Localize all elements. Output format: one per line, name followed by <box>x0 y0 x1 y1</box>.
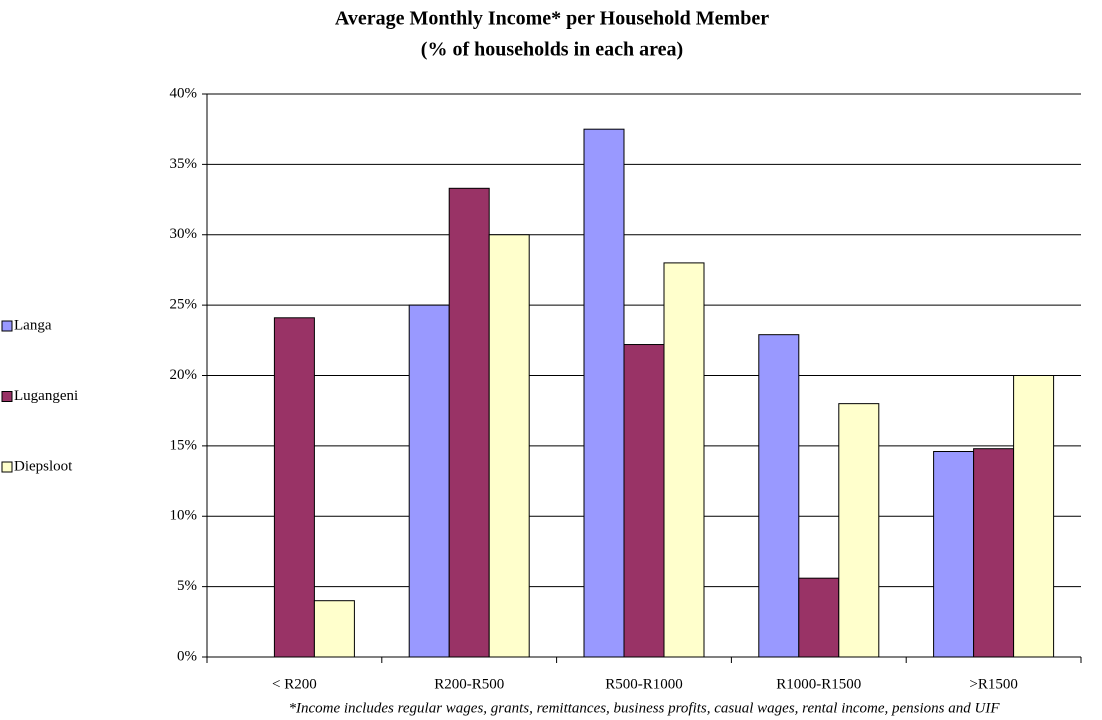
legend-label: Langa <box>14 317 52 333</box>
bar <box>408 304 450 658</box>
chart-title: Average Monthly Income* per Household Me… <box>335 8 769 30</box>
bar <box>313 600 355 658</box>
y-tick-label: 0% <box>177 648 197 664</box>
legend-swatch <box>1 391 13 402</box>
x-tick-label: >R1500 <box>969 676 1017 692</box>
bar <box>933 451 975 658</box>
footnote: *Income includes regular wages, grants, … <box>288 700 1000 716</box>
bar <box>583 128 625 658</box>
y-tick-label: 35% <box>170 156 198 172</box>
x-tick-label: < R200 <box>272 676 317 692</box>
bar <box>663 262 705 658</box>
y-tick-label: 40% <box>170 85 198 101</box>
y-tick-label: 15% <box>170 437 198 453</box>
bar <box>488 234 530 658</box>
x-tick-label: R1000-R1500 <box>776 676 861 692</box>
bar <box>838 403 880 658</box>
y-tick-label: 20% <box>170 367 198 383</box>
legend-swatch <box>1 461 13 473</box>
bar <box>623 344 665 658</box>
bar <box>1013 375 1055 658</box>
bar <box>798 577 840 658</box>
bar <box>273 317 315 658</box>
y-tick-label: 25% <box>170 297 198 313</box>
legend-swatch <box>1 320 13 332</box>
y-tick-label: 5% <box>177 578 197 594</box>
y-tick-label: 30% <box>170 226 198 242</box>
bar <box>973 448 1015 658</box>
x-tick-label: R200-R500 <box>434 676 504 692</box>
legend-label: Diepsloot <box>14 458 73 474</box>
legend-label: Lugangeni <box>14 388 78 404</box>
bar <box>448 187 490 658</box>
y-tick-label: 10% <box>170 508 198 524</box>
chart-subtitle: (% of households in each area) <box>421 39 683 61</box>
bar <box>758 334 800 658</box>
x-tick-label: R500-R1000 <box>605 676 683 692</box>
